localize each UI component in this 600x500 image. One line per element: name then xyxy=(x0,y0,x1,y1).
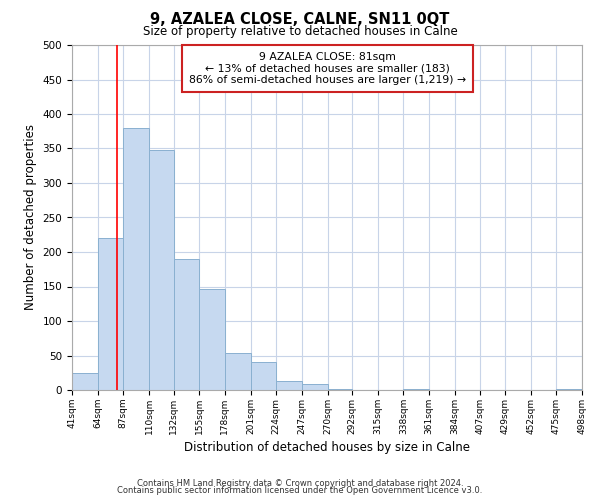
Bar xyxy=(72,373,98,390)
X-axis label: Distribution of detached houses by size in Calne: Distribution of detached houses by size … xyxy=(184,441,470,454)
Text: 9, AZALEA CLOSE, CALNE, SN11 0QT: 9, AZALEA CLOSE, CALNE, SN11 0QT xyxy=(151,12,449,28)
Bar xyxy=(124,128,149,390)
Bar xyxy=(302,384,328,390)
Text: Contains HM Land Registry data © Crown copyright and database right 2024.: Contains HM Land Registry data © Crown c… xyxy=(137,478,463,488)
Text: 9 AZALEA CLOSE: 81sqm
← 13% of detached houses are smaller (183)
86% of semi-det: 9 AZALEA CLOSE: 81sqm ← 13% of detached … xyxy=(189,52,466,85)
Bar xyxy=(149,150,173,390)
Bar xyxy=(98,238,124,390)
Bar xyxy=(276,381,302,390)
Y-axis label: Number of detached properties: Number of detached properties xyxy=(24,124,37,310)
Text: Contains public sector information licensed under the Open Government Licence v3: Contains public sector information licen… xyxy=(118,486,482,495)
Bar xyxy=(225,354,251,390)
Bar xyxy=(199,290,225,390)
Bar xyxy=(251,362,276,390)
Bar xyxy=(173,259,199,390)
Text: Size of property relative to detached houses in Calne: Size of property relative to detached ho… xyxy=(143,25,457,38)
Bar xyxy=(328,388,352,390)
